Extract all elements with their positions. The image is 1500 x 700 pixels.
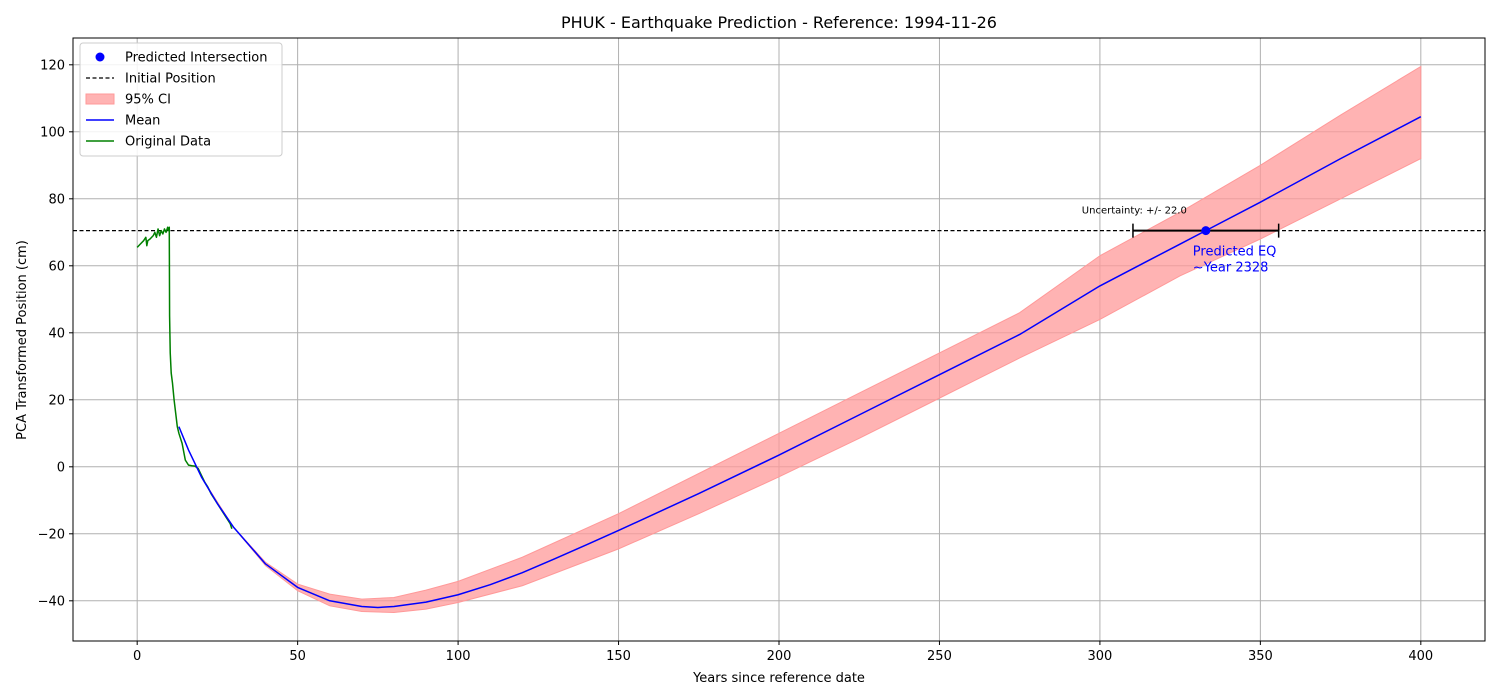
legend-label-mean: Mean (125, 114, 160, 129)
axis-ticks: 0 50 100 150 200 250 300 350 400 −40 −20 0 20 40 60 80 1… (38, 58, 1434, 664)
y-tick-label: 120 (40, 58, 65, 73)
y-tick-label: −40 (38, 594, 65, 609)
x-tick-label: 350 (1248, 649, 1273, 664)
legend-label-95-ci: 95% CI (125, 93, 171, 108)
annotation-layer: Uncertainty: +/- 22.0 Predicted EQ ~Year… (1082, 206, 1277, 276)
x-tick-label: 400 (1408, 649, 1433, 664)
series-line-mean (178, 116, 1422, 609)
grid (73, 38, 1485, 641)
y-tick-label: 60 (48, 259, 65, 274)
x-tick-label: 0 (133, 649, 141, 664)
x-tick-label: 200 (767, 649, 792, 664)
x-tick-label: 300 (1087, 649, 1112, 664)
series-line-original-data (136, 226, 233, 530)
legend-label-initial-position: Initial Position (125, 72, 216, 87)
series-layer (73, 116, 1485, 609)
x-tick-label: 250 (927, 649, 952, 664)
legend: Predicted Intersection Initial Position 95… (79, 42, 283, 157)
y-axis-label: PCA Transformed Position (cm) (15, 240, 30, 440)
ci-band (200, 65, 1422, 614)
legend-marker-95-ci (85, 93, 115, 105)
legend-marker-predicted-intersection (95, 52, 105, 62)
y-tick-label: 80 (48, 192, 65, 207)
y-tick-label: −20 (38, 527, 65, 542)
prediction-label-line1: Predicted EQ (1193, 245, 1277, 260)
x-axis-label: Years since reference date (692, 671, 865, 686)
uncertainty-label: Uncertainty: +/- 22.0 (1082, 206, 1187, 217)
legend-box (79, 42, 283, 157)
ci-band-layer (200, 65, 1422, 614)
x-tick-label: 150 (606, 649, 631, 664)
legend-label-original-data: Original Data (125, 135, 211, 150)
y-tick-label: 100 (40, 125, 65, 140)
y-tick-label: 0 (57, 460, 65, 475)
legend-label-predicted-intersection: Predicted Intersection (125, 51, 268, 66)
x-tick-label: 50 (289, 649, 306, 664)
y-tick-label: 40 (48, 326, 65, 341)
predicted-intersection-point (1201, 226, 1211, 236)
chart-title: PHUK - Earthquake Prediction - Reference… (561, 13, 997, 32)
prediction-label-line2: ~Year 2328 (1193, 261, 1269, 276)
x-tick-label: 100 (446, 649, 471, 664)
y-tick-label: 20 (48, 393, 65, 408)
